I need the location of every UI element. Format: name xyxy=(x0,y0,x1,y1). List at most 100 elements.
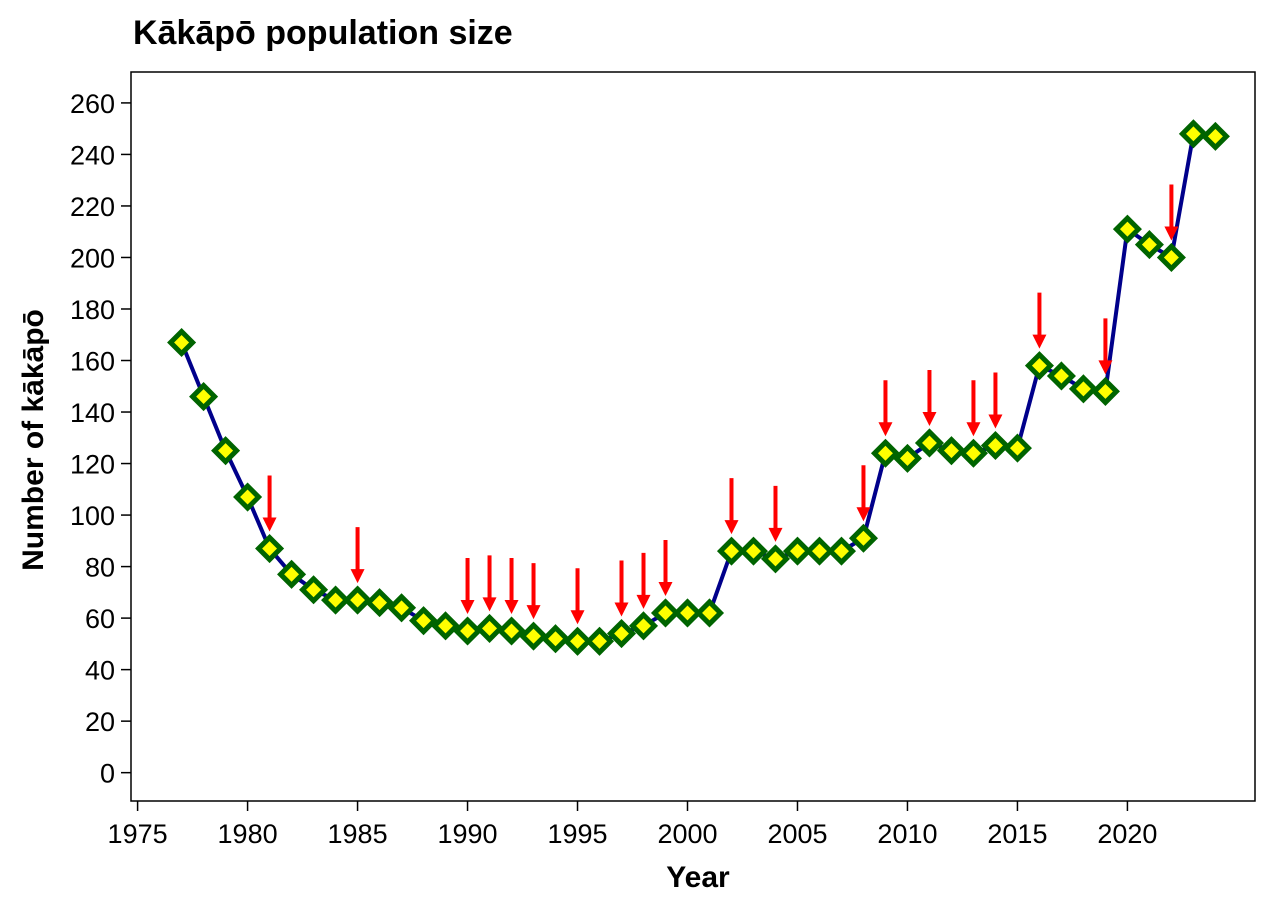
data-point xyxy=(211,436,241,466)
x-tick-label: 1980 xyxy=(218,819,278,849)
data-point xyxy=(167,327,197,358)
x-tick-label: 2015 xyxy=(987,819,1047,849)
y-tick-label: 80 xyxy=(85,553,115,583)
annotation-arrow-head xyxy=(856,507,871,522)
data-point xyxy=(650,598,681,628)
data-point xyxy=(738,536,769,566)
y-tick-label: 0 xyxy=(100,759,115,789)
data-point xyxy=(606,619,637,649)
data-point xyxy=(409,606,439,636)
x-tick-label: 1975 xyxy=(108,819,168,849)
data-point xyxy=(1046,361,1076,391)
annotation-arrow-head xyxy=(460,599,475,614)
data-point xyxy=(694,598,725,628)
data-point xyxy=(233,482,263,512)
x-tick-label: 1985 xyxy=(328,819,388,849)
data-point xyxy=(255,534,285,564)
y-axis-label: Number of kākāpō xyxy=(17,309,50,571)
data-point xyxy=(431,611,461,641)
data-point xyxy=(584,626,615,656)
annotation-arrow-head xyxy=(768,527,783,542)
data-point xyxy=(782,536,813,566)
annotation-arrow-head xyxy=(724,520,739,535)
annotation-arrow-head xyxy=(1164,226,1179,241)
annotation-arrow-head xyxy=(262,517,277,532)
annotation-arrow-head xyxy=(504,599,519,614)
data-point xyxy=(848,523,879,553)
annotation-arrow-head xyxy=(636,594,651,609)
annotation-arrow-head xyxy=(922,411,937,426)
data-point xyxy=(870,438,901,468)
x-tick-label: 2010 xyxy=(877,819,937,849)
annotation-arrow-head xyxy=(1098,360,1113,375)
chart-title: Kākāpō population size xyxy=(133,14,513,52)
y-tick-label: 60 xyxy=(85,604,115,634)
x-axis-label: Year xyxy=(666,861,730,894)
annotation-arrow-head xyxy=(878,422,893,437)
data-point xyxy=(189,382,219,412)
annotation-arrows xyxy=(262,184,1179,625)
y-tick-label: 100 xyxy=(70,501,115,531)
y-axis: 0 20 40 60 80 100 120 140 160 180 200 220 240 260 xyxy=(70,89,131,789)
data-point xyxy=(1178,119,1208,149)
data-point xyxy=(1200,121,1230,151)
annotation-arrow-head xyxy=(1032,334,1047,349)
data-point xyxy=(892,443,922,473)
y-tick-label: 200 xyxy=(70,243,115,273)
data-point xyxy=(562,626,593,656)
annotation-arrow-head xyxy=(614,602,629,617)
y-tick-label: 180 xyxy=(70,295,115,325)
x-tick-label: 2020 xyxy=(1097,819,1157,849)
data-point xyxy=(760,544,791,574)
y-tick-label: 260 xyxy=(70,89,115,119)
annotation-arrow-head xyxy=(658,581,673,596)
data-point xyxy=(716,536,747,566)
data-point xyxy=(628,611,659,641)
data-point xyxy=(672,598,703,628)
y-tick-label: 160 xyxy=(70,347,115,377)
data-point xyxy=(518,621,549,651)
x-axis: 1975 1980 1985 1990 1995 2000 2005 2010 2015 2020 xyxy=(108,801,1157,849)
x-tick-label: 1990 xyxy=(438,819,498,849)
y-tick-label: 40 xyxy=(85,656,115,686)
data-point xyxy=(343,585,373,615)
y-tick-label: 20 xyxy=(85,707,115,737)
data-point xyxy=(958,438,988,468)
x-tick-label: 1995 xyxy=(547,819,607,849)
data-point xyxy=(1068,374,1098,404)
data-point xyxy=(365,588,395,618)
data-point xyxy=(387,593,417,623)
data-point xyxy=(475,613,505,643)
data-point xyxy=(299,575,329,605)
data-point xyxy=(1090,376,1120,406)
plot-frame xyxy=(130,71,1256,802)
y-tick-label: 140 xyxy=(70,398,115,428)
data-point xyxy=(1002,433,1032,463)
annotation-arrow-head xyxy=(966,422,981,437)
data-point xyxy=(936,436,966,466)
y-tick-label: 120 xyxy=(70,450,115,480)
data-point xyxy=(1156,242,1186,273)
annotation-arrow-head xyxy=(570,610,585,625)
x-tick-label: 2000 xyxy=(657,819,717,849)
data-point xyxy=(980,430,1010,461)
data-point xyxy=(804,536,835,566)
annotation-arrow-head xyxy=(482,597,497,612)
data-point xyxy=(496,616,527,646)
data-point xyxy=(540,624,571,654)
data-point xyxy=(1024,351,1054,381)
data-point xyxy=(914,428,944,458)
annotation-arrow-head xyxy=(526,605,541,620)
y-tick-label: 220 xyxy=(70,192,115,222)
data-point xyxy=(826,536,857,566)
data-points xyxy=(167,119,1230,656)
data-point xyxy=(321,585,351,615)
data-point xyxy=(1134,230,1164,260)
data-point xyxy=(453,616,483,646)
annotation-arrow-head xyxy=(350,569,365,584)
y-tick-label: 240 xyxy=(70,140,115,170)
annotation-arrow-head xyxy=(988,414,1003,429)
x-tick-label: 2005 xyxy=(767,819,827,849)
